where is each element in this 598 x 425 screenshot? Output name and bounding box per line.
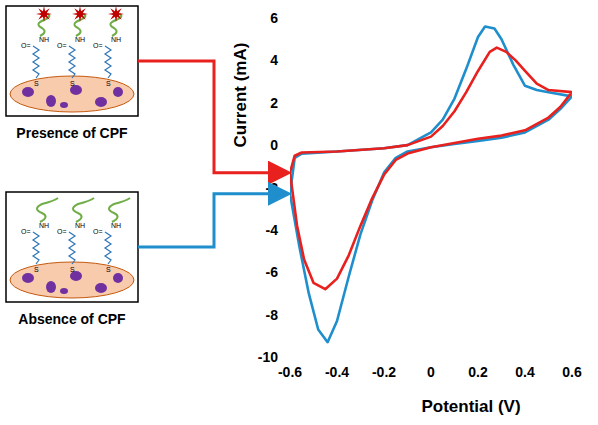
carbonyl-label: O=	[21, 228, 31, 235]
nanoparticle	[60, 288, 68, 294]
nanoparticle	[95, 283, 107, 293]
cpf-molecule	[108, 6, 124, 22]
plot-marks	[290, 26, 572, 342]
aptamer	[109, 198, 130, 222]
carbonyl-label: O=	[93, 228, 103, 235]
schematic-panel: S O= NH S O= NH S O= NH Presence of CPF	[6, 6, 138, 141]
electrode	[10, 262, 134, 298]
panel-frame	[6, 192, 138, 302]
y-tick-label: 4	[270, 52, 278, 68]
pointer-arrow	[138, 61, 286, 173]
sulfur-label: S	[106, 266, 111, 273]
x-tick-label: -0.4	[325, 364, 349, 380]
y-tick-label: 2	[270, 95, 278, 111]
linker	[69, 46, 75, 78]
nanoparticle	[95, 97, 107, 107]
schematic-panel: S O= NH S O= NH S O= NH Absence of CPF	[6, 192, 138, 327]
nanoparticle	[46, 281, 56, 293]
pointer-arrow	[138, 194, 286, 247]
panel-frame	[6, 6, 138, 116]
amine-label: NH	[39, 222, 49, 229]
y-tick-label: -4	[266, 222, 279, 238]
sulfur-label: S	[34, 266, 39, 273]
cpf-molecule	[36, 6, 52, 22]
cv-curve	[290, 26, 572, 342]
linker	[33, 46, 39, 78]
y-tick-label: 6	[270, 10, 278, 26]
sulfur-label: S	[34, 80, 39, 87]
x-axis-title: Potential (V)	[421, 397, 520, 416]
sulfur-label: S	[70, 80, 75, 87]
linker	[105, 232, 111, 264]
electrode	[10, 76, 134, 112]
amine-label: NH	[75, 222, 85, 229]
linker	[105, 46, 111, 78]
linker	[69, 232, 75, 264]
carbonyl-label: O=	[57, 42, 67, 49]
x-tick-label: -0.6	[278, 364, 302, 380]
x-tick-label: 0	[427, 364, 435, 380]
cv-curve	[290, 48, 572, 290]
amine-label: NH	[39, 36, 49, 43]
x-tick-label: -0.2	[372, 364, 396, 380]
chart: -10-8-6-4-20246-0.6-0.4-0.200.20.40.6Pot…	[0, 0, 598, 425]
amine-label: NH	[111, 222, 121, 229]
carbonyl-label: O=	[57, 228, 67, 235]
aptamer	[37, 198, 58, 222]
nanoparticle	[22, 273, 34, 283]
nanoparticle	[113, 87, 123, 97]
nanoparticle	[113, 273, 123, 283]
amine-label: NH	[111, 36, 121, 43]
amine-label: NH	[75, 36, 85, 43]
x-tick-label: 0.6	[562, 364, 582, 380]
y-tick-label: -10	[258, 349, 278, 365]
panel-label: Absence of CPF	[18, 311, 126, 327]
cpf-molecule	[72, 6, 88, 22]
x-tick-label: 0.4	[515, 364, 535, 380]
y-tick-label: -8	[266, 307, 279, 323]
panel-label: Presence of CPF	[16, 125, 128, 141]
y-tick-label: 0	[270, 137, 278, 153]
carbonyl-label: O=	[93, 42, 103, 49]
x-tick-label: 0.2	[468, 364, 488, 380]
nanoparticle	[46, 95, 56, 107]
y-tick-label: -6	[266, 264, 279, 280]
nanoparticle	[60, 102, 68, 108]
carbonyl-label: O=	[21, 42, 31, 49]
sulfur-label: S	[70, 266, 75, 273]
linker	[33, 232, 39, 264]
sulfur-label: S	[106, 80, 111, 87]
aptamer	[73, 198, 94, 222]
nanoparticle	[22, 87, 34, 97]
y-axis-title: Current (mA)	[231, 43, 250, 148]
